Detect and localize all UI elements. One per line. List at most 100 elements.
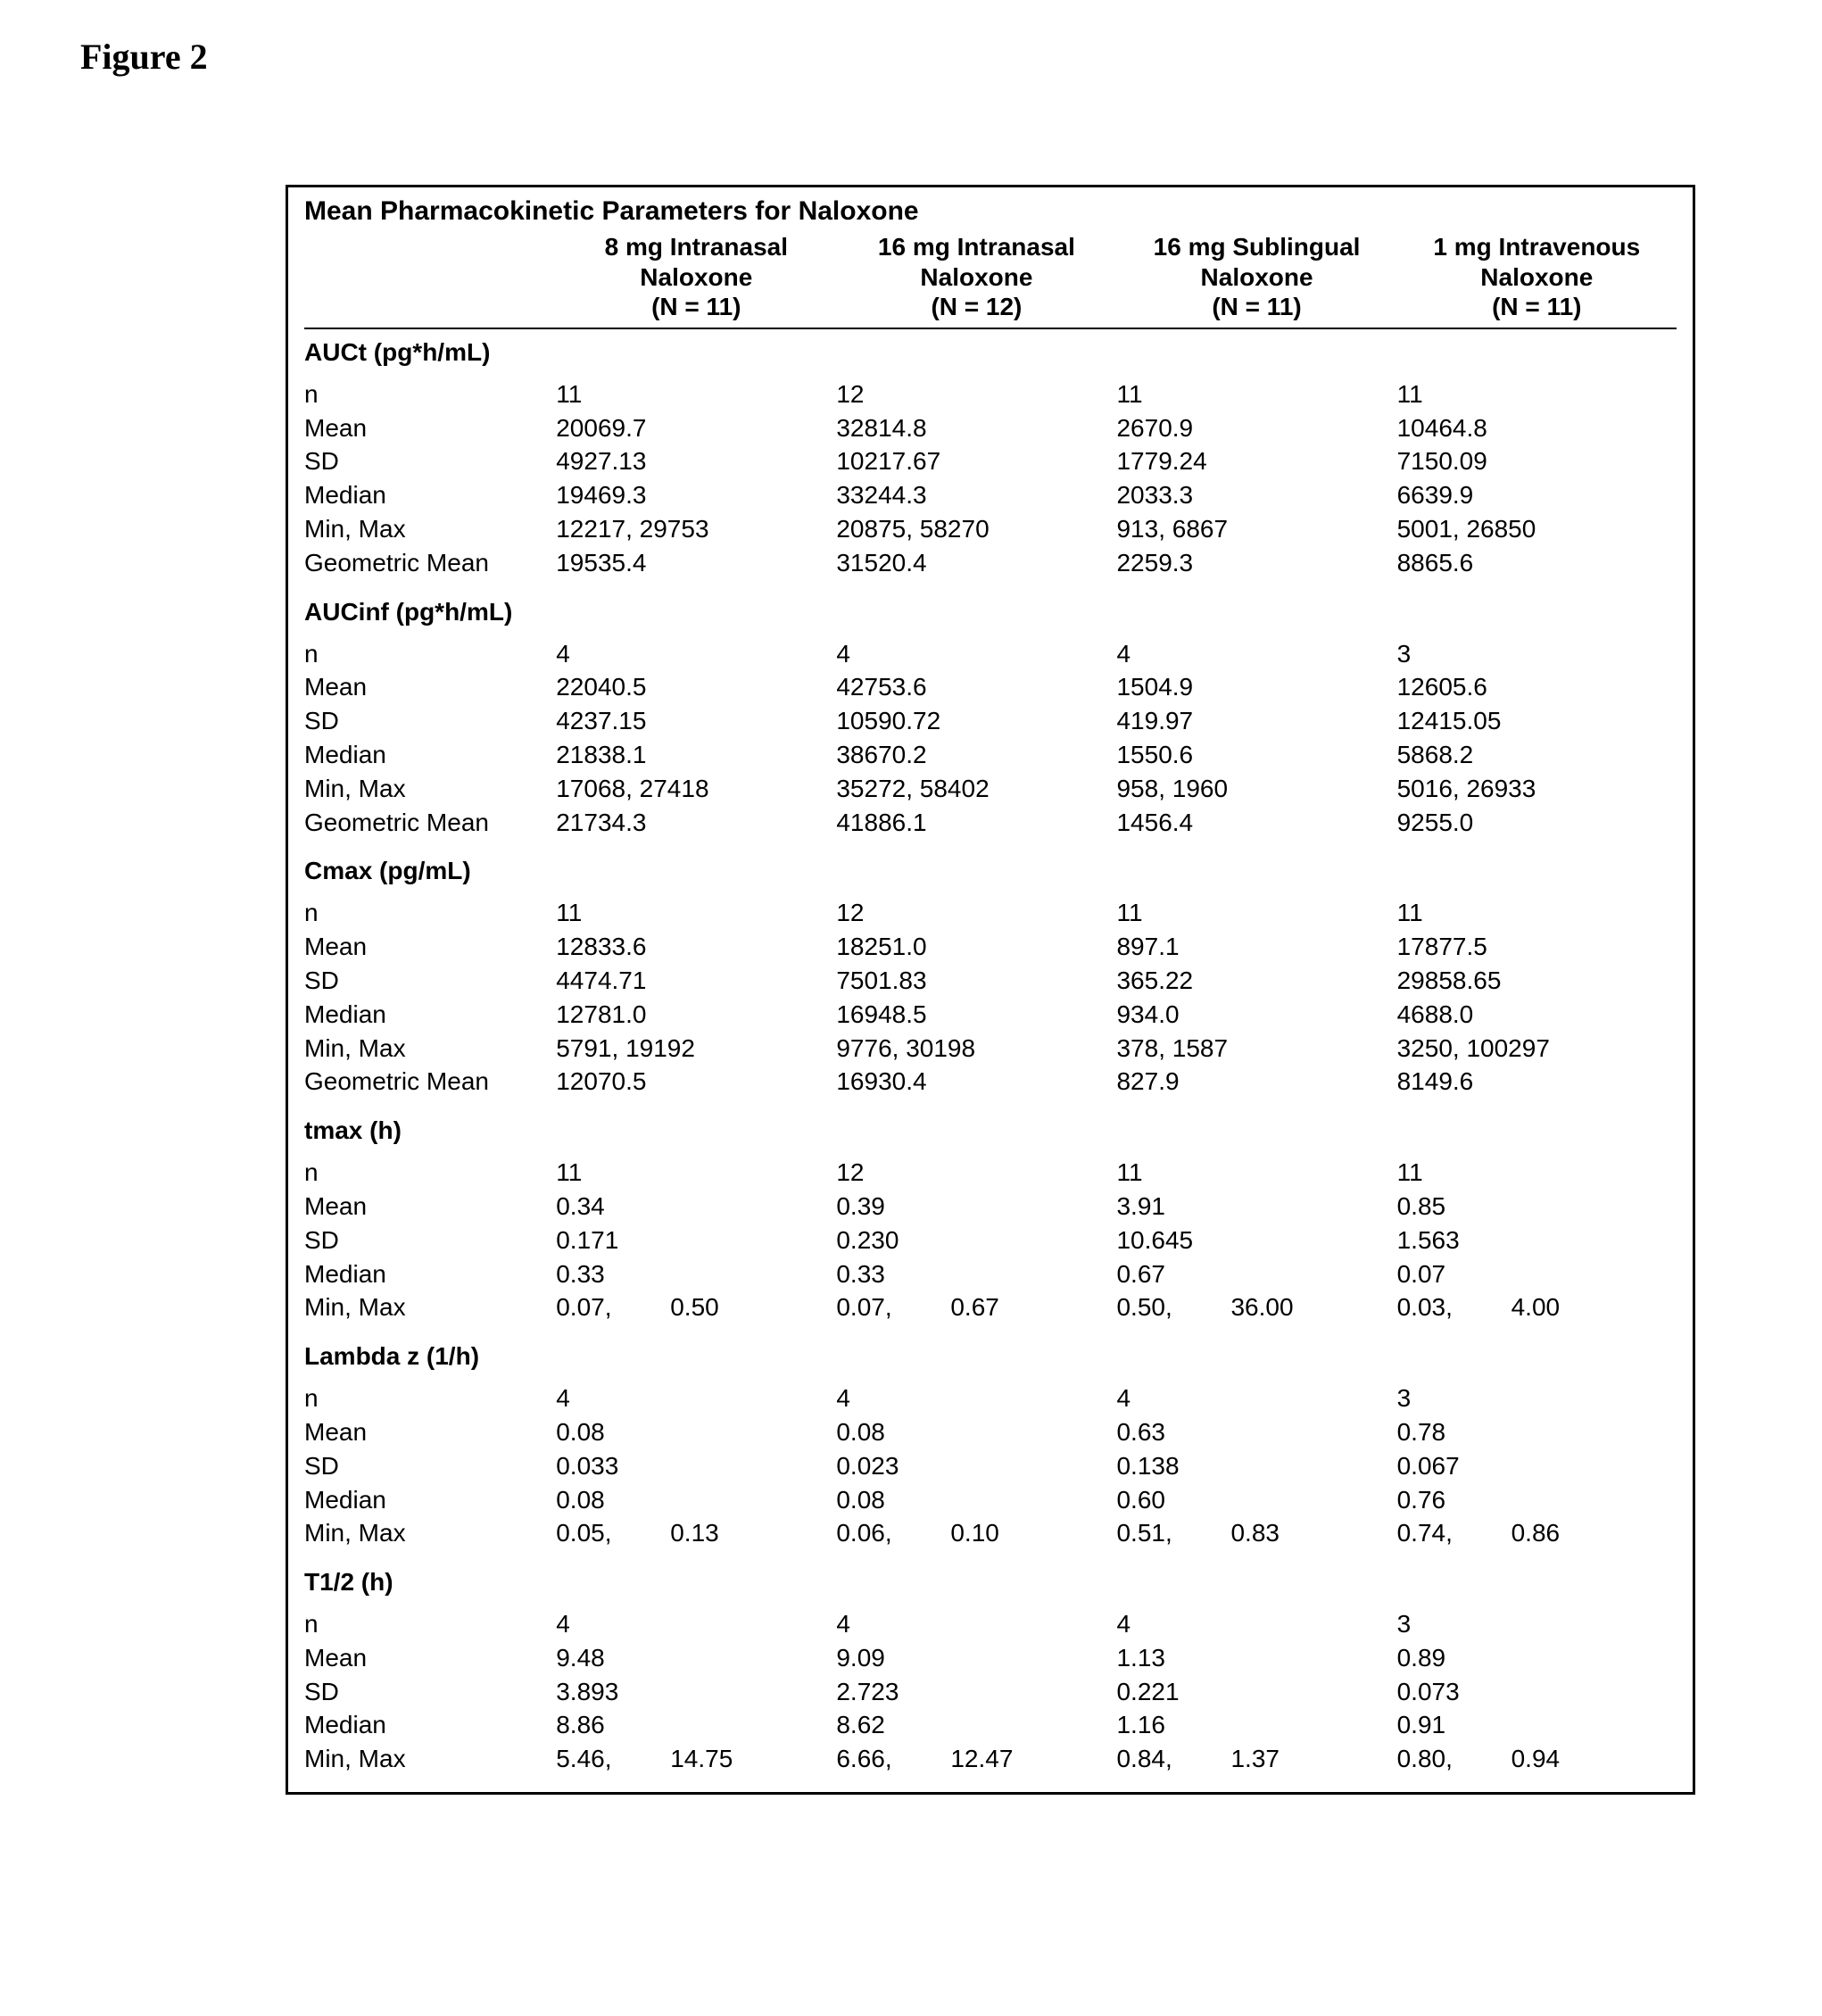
section-header-row: AUCinf (pg*h/mL) [304,580,1677,637]
table-cell: 0.76 [1397,1483,1677,1517]
table-row: SD0.1710.23010.6451.563 [304,1224,1677,1257]
table-cell: 3 [1397,637,1677,671]
table-cell: 897.1 [1116,930,1396,964]
table-cell: 0.230 [836,1224,1116,1257]
table-cell: 0.171 [556,1224,836,1257]
table-row: Mean20069.732814.82670.910464.8 [304,411,1677,445]
table-cell: 12 [836,1156,1116,1190]
table-cell: 11 [1397,1156,1677,1190]
table-cell: Min, Max [304,1742,556,1776]
table-row: Median0.330.330.670.07 [304,1257,1677,1291]
table-cell: 11 [1397,896,1677,930]
section-header-row: Cmax (pg/mL) [304,839,1677,896]
section-header-row: AUCt (pg*h/mL) [304,328,1677,377]
table-cell: 11 [1397,377,1677,411]
section-header: tmax (h) [304,1099,1677,1156]
table-cell: 9.09 [836,1641,1116,1675]
table-cell: 6639.9 [1397,478,1677,512]
table-cell: 10590.72 [836,704,1116,738]
table-cell: SD [304,964,556,998]
table-cell: 21838.1 [556,738,836,772]
table-cell: 0.03,4.00 [1397,1290,1677,1324]
section-header: AUCt (pg*h/mL) [304,328,1677,377]
table-cell: Median [304,1257,556,1291]
table-cell: 20875, 58270 [836,512,1116,546]
table-cell: 4 [556,1381,836,1415]
table-row: SD3.8932.7230.2210.073 [304,1675,1677,1709]
table-cell: 958, 1960 [1116,772,1396,806]
table-cell: Min, Max [304,1516,556,1550]
table-cell: 0.85 [1397,1190,1677,1224]
section-header-row: tmax (h) [304,1099,1677,1156]
table-cell: 3 [1397,1607,1677,1641]
table-cell: 11 [1116,896,1396,930]
table-cell: 2033.3 [1116,478,1396,512]
table-cell: Mean [304,1641,556,1675]
table-cell: 4 [1116,1381,1396,1415]
table-cell: 38670.2 [836,738,1116,772]
table-cell: 2670.9 [1116,411,1396,445]
table-cell: 0.033 [556,1449,836,1483]
table-cell: Mean [304,411,556,445]
table-cell: 4237.15 [556,704,836,738]
table-row: Geometric Mean19535.431520.42259.38865.6 [304,546,1677,580]
table-cell: Mean [304,670,556,704]
table-row: n11121111 [304,1156,1677,1190]
table-cell: 0.74,0.86 [1397,1516,1677,1550]
table-row: SD4927.1310217.671779.247150.09 [304,444,1677,478]
table-cell: 4927.13 [556,444,836,478]
table-cell: Geometric Mean [304,1065,556,1099]
table-cell: 41886.1 [836,806,1116,840]
table-cell: 0.138 [1116,1449,1396,1483]
table-cell: Median [304,738,556,772]
table-cell: n [304,637,556,671]
table-cell: 0.08 [836,1483,1116,1517]
table-cell: 42753.6 [836,670,1116,704]
table-cell: 1.13 [1116,1641,1396,1675]
table-cell: n [304,1381,556,1415]
table-row: Min, Max5791, 191929776, 30198378, 15873… [304,1032,1677,1066]
table-cell: 9.48 [556,1641,836,1675]
table-cell: 12781.0 [556,998,836,1032]
table-cell: 5016, 26933 [1397,772,1677,806]
table-cell: 1550.6 [1116,738,1396,772]
table-row: Mean9.489.091.130.89 [304,1641,1677,1675]
col-header-blank [304,232,556,328]
table-cell: 22040.5 [556,670,836,704]
table-cell: Min, Max [304,1290,556,1324]
table-cell: 11 [1116,377,1396,411]
table-cell: 0.221 [1116,1675,1396,1709]
table-cell: 12 [836,377,1116,411]
table-cell: 934.0 [1116,998,1396,1032]
table-cell: 2259.3 [1116,546,1396,580]
table-cell: 1.563 [1397,1224,1677,1257]
table-cell: 0.80,0.94 [1397,1742,1677,1776]
table-cell: 32814.8 [836,411,1116,445]
pk-table: 8 mg Intranasal Naloxone (N = 11) 16 mg … [304,232,1677,1776]
table-cell: SD [304,1675,556,1709]
table-cell: 4 [556,637,836,671]
table-cell: n [304,1607,556,1641]
table-cell: 11 [1116,1156,1396,1190]
table-cell: 7501.83 [836,964,1116,998]
table-cell: 12 [836,896,1116,930]
table-cell: 10464.8 [1397,411,1677,445]
table-cell: Median [304,1483,556,1517]
table-cell: 0.84,1.37 [1116,1742,1396,1776]
table-cell: 0.51,0.83 [1116,1516,1396,1550]
table-cell: 3.893 [556,1675,836,1709]
table-cell: 0.33 [556,1257,836,1291]
table-cell: 17068, 27418 [556,772,836,806]
table-cell: 419.97 [1116,704,1396,738]
table-cell: 4 [836,1381,1116,1415]
table-cell: 8865.6 [1397,546,1677,580]
table-cell: 18251.0 [836,930,1116,964]
table-cell: 4 [836,1607,1116,1641]
table-cell: 0.08 [556,1415,836,1449]
table-cell: Mean [304,1190,556,1224]
table-cell: 33244.3 [836,478,1116,512]
col-header-1: 8 mg Intranasal Naloxone (N = 11) [556,232,836,328]
table-row: Median12781.016948.5934.04688.0 [304,998,1677,1032]
table-cell: 0.89 [1397,1641,1677,1675]
table-cell: 3.91 [1116,1190,1396,1224]
